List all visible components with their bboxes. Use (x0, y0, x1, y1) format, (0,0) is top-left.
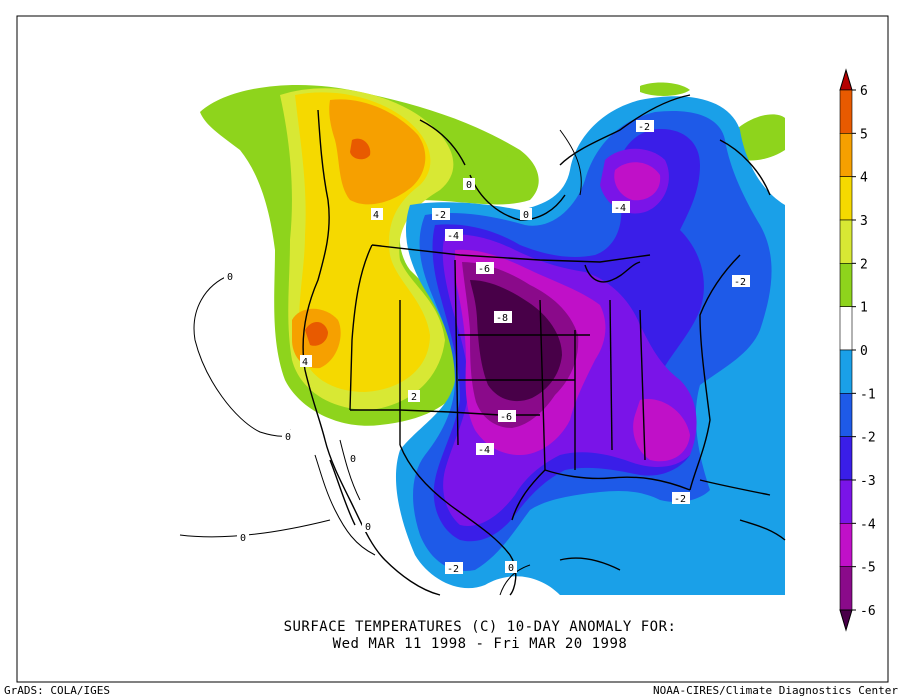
contour-label: -4 (614, 203, 626, 214)
anomaly-region-minus5-hudson (614, 162, 661, 201)
credit-right: NOAA-CIRES/Climate Diagnostics Center (652, 684, 898, 697)
colorbar-label: 1 (860, 301, 868, 316)
zero-contours (179, 129, 582, 596)
colorbar-segment (839, 176, 853, 221)
contour-label: -2 (674, 494, 686, 505)
contour-label: -8 (496, 313, 508, 324)
anomaly-region-plus5-north (350, 138, 371, 160)
contour-label: -4 (478, 445, 490, 456)
contour-label: -2 (447, 564, 459, 575)
colorbar-segment (839, 523, 853, 567)
contour-label: 0 (285, 432, 291, 443)
anomaly-region-plus5-west (305, 321, 328, 346)
map-date-range: Wed MAR 11 1998 - Fri MAR 20 1998 (332, 636, 628, 652)
contour-label: -6 (500, 412, 512, 423)
contour-label: -4 (447, 231, 459, 242)
anomaly-region-plus1-hudson (470, 154, 530, 182)
contour-label: 0 (350, 454, 356, 465)
contour-label: 4 (373, 210, 379, 221)
contour-label: 4 (302, 357, 308, 368)
contour-label: -2 (434, 210, 446, 221)
colorbar-label: 3 (860, 214, 868, 229)
colorbar-label: -1 (860, 387, 876, 402)
colorbar-segment (839, 393, 853, 437)
map-title: SURFACE TEMPERATURES (C) 10-DAY ANOMALY … (283, 619, 677, 635)
contour-label: -6 (478, 264, 490, 275)
contour-label: 0 (365, 522, 371, 533)
colorbar-label: -2 (860, 431, 876, 446)
colorbar-label: -4 (860, 517, 876, 532)
colorbar-segment (839, 479, 853, 524)
contour-label: -2 (734, 277, 746, 288)
colorbar-label: 0 (860, 344, 868, 359)
colorbar-segment (839, 349, 853, 394)
contour-label: 0 (466, 180, 472, 191)
anomaly-region-plus1-top (640, 82, 690, 96)
colorbar-label: 5 (860, 127, 868, 142)
colorbar-segment (839, 219, 853, 264)
colorbar-cap-top (839, 68, 853, 91)
colorbar-segment (839, 133, 853, 177)
colorbar-segment (839, 89, 853, 134)
credit-left: GrADS: COLA/IGES (4, 684, 110, 697)
contour-label: -2 (638, 122, 650, 133)
anomaly-region-minus7 (470, 280, 562, 402)
colorbar-segment (839, 263, 853, 307)
colorbar: 6 5 4 3 2 1 0 -1 -2 -3 -4 -5 -6 (839, 68, 876, 632)
colorbar-label: 4 (860, 171, 868, 186)
colorbar-segment (839, 566, 853, 611)
colorbar-label: 6 (860, 84, 868, 99)
contour-label: 0 (523, 210, 529, 221)
colorbar-label: -6 (860, 604, 876, 619)
coastlines-and-borders (302, 94, 786, 596)
map-panel: 4 4 2 0 0 0 0 0 0 0 0 -2 -2 -2 (179, 82, 786, 596)
contour-label: 0 (508, 563, 514, 574)
colorbar-segment (839, 436, 853, 481)
colorbar-cap-bottom (839, 609, 853, 632)
contour-label: 0 (240, 533, 246, 544)
colorbar-label: 2 (860, 257, 868, 272)
contour-label: 2 (411, 392, 417, 403)
anomaly-region-minus5-se (633, 399, 690, 462)
plot-frame (16, 15, 889, 683)
colorbar-label: -3 (860, 474, 876, 489)
anomaly-region-plus4-north (329, 99, 426, 205)
contour-label: 0 (227, 272, 233, 283)
contour-labels: 4 4 2 0 0 0 0 0 0 0 0 -2 -2 -2 (224, 120, 750, 575)
colorbar-label: -5 (860, 561, 876, 576)
colorbar-segment (839, 306, 853, 351)
